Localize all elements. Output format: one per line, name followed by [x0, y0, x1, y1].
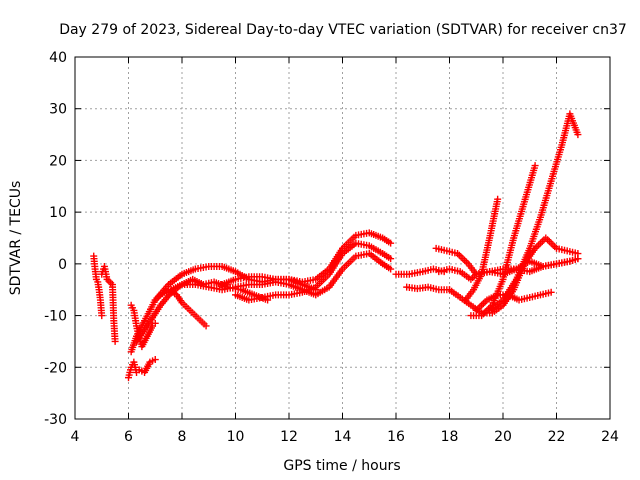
- x-tick-label: 14: [334, 429, 352, 445]
- series-arc-r: [472, 288, 555, 314]
- y-axis-label: SDTVAR / TECUs: [8, 181, 24, 296]
- x-axis-label: GPS time / hours: [283, 458, 400, 474]
- data-point: [387, 239, 395, 247]
- series-arc-s: [486, 110, 582, 314]
- x-tick-label: 18: [441, 429, 459, 445]
- x-tick-label: 6: [124, 429, 133, 445]
- series-arc-d: [127, 301, 159, 351]
- data-point: [387, 265, 395, 273]
- series-arc-j: [218, 229, 395, 289]
- data-point: [387, 255, 395, 263]
- data-point: [202, 322, 210, 330]
- series-arc-b: [98, 262, 119, 345]
- data-points: [90, 110, 582, 382]
- series-arc-l: [403, 283, 453, 294]
- x-tick-label: 10: [227, 429, 245, 445]
- data-point: [111, 337, 119, 345]
- y-tick-label: 10: [49, 205, 67, 221]
- series-arc-i: [232, 239, 395, 304]
- data-point: [98, 312, 106, 320]
- y-axis: -30 -20 -10 0 10 20 30 40: [44, 50, 610, 428]
- y-tick-label: 30: [49, 102, 67, 118]
- x-tick-label: 4: [71, 429, 80, 445]
- y-tick-label: -30: [44, 412, 67, 428]
- x-tick-label: 8: [178, 429, 187, 445]
- y-tick-label: -10: [44, 309, 67, 325]
- grid-lines: [75, 57, 610, 419]
- series-arc-a: [90, 252, 106, 320]
- x-tick-label: 12: [280, 429, 298, 445]
- data-point: [494, 195, 502, 203]
- x-tick-label: 22: [548, 429, 566, 445]
- y-tick-label: 40: [49, 50, 67, 66]
- data-point: [574, 131, 582, 139]
- data-point: [151, 319, 159, 327]
- data-point: [151, 356, 159, 364]
- y-tick-label: 20: [49, 153, 67, 169]
- series-arc-c: [125, 356, 159, 382]
- x-tick-label: 20: [494, 429, 512, 445]
- data-point: [547, 288, 555, 296]
- chart-title: Day 279 of 2023, Sidereal Day-to-day VTE…: [59, 22, 627, 38]
- x-tick-label: 16: [387, 429, 405, 445]
- data-point: [574, 250, 582, 258]
- series-arc-p: [462, 195, 502, 304]
- series-arc-h: [167, 250, 395, 299]
- data-point: [531, 162, 539, 170]
- y-tick-label: -20: [44, 360, 67, 376]
- y-tick-label: 0: [58, 257, 67, 273]
- x-axis: 4 6 8 10 12 14 16 18 20 22 24: [71, 57, 619, 445]
- x-tick-label: 24: [601, 429, 619, 445]
